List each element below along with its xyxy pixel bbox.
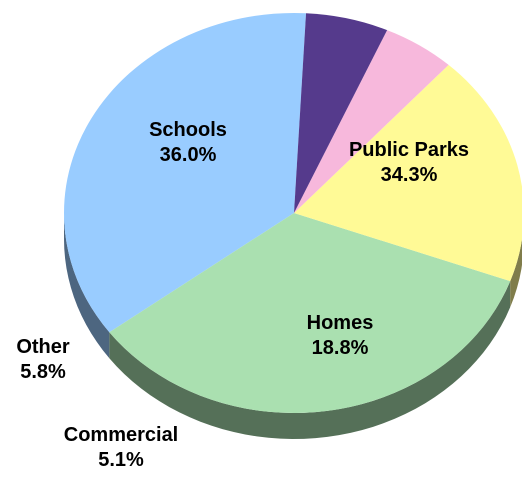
pie-top — [63, 12, 522, 413]
slice-name: Commercial — [64, 424, 179, 446]
slice-percent: 34.3% — [381, 164, 438, 186]
slice-label-homes: Homes 18.8% — [307, 312, 374, 359]
slice-label-commercial: Commercial 5.1% — [64, 424, 179, 471]
pie-depth — [64, 213, 522, 439]
pie-side-schools — [64, 213, 110, 359]
slice-label-other: Other 5.8% — [16, 336, 70, 383]
pie-labels: Schools 36.0% Public Parks 34.3% Homes 18.8% C… — [16, 119, 469, 471]
slice-name: Other — [16, 336, 70, 358]
pie-slice-other — [294, 13, 388, 213]
pie-slice-commercial — [294, 30, 449, 214]
pie-slice-schools — [63, 12, 307, 333]
pie-side-public-parks — [109, 281, 511, 439]
slice-name: Homes — [307, 312, 374, 334]
pie-slice-public-parks — [109, 213, 511, 413]
slice-percent: 5.1% — [98, 449, 144, 471]
slice-label-public-parks: Public Parks 34.3% — [349, 139, 469, 186]
slice-percent: 18.8% — [312, 337, 369, 359]
slice-label-schools: Schools 36.0% — [149, 119, 227, 166]
pie-side-homes — [510, 238, 522, 308]
slice-name: Public Parks — [349, 139, 469, 161]
slice-percent: 5.8% — [20, 361, 66, 383]
pie-slice-homes — [294, 64, 522, 282]
slice-percent: 36.0% — [160, 144, 217, 166]
slice-name: Schools — [149, 119, 227, 141]
